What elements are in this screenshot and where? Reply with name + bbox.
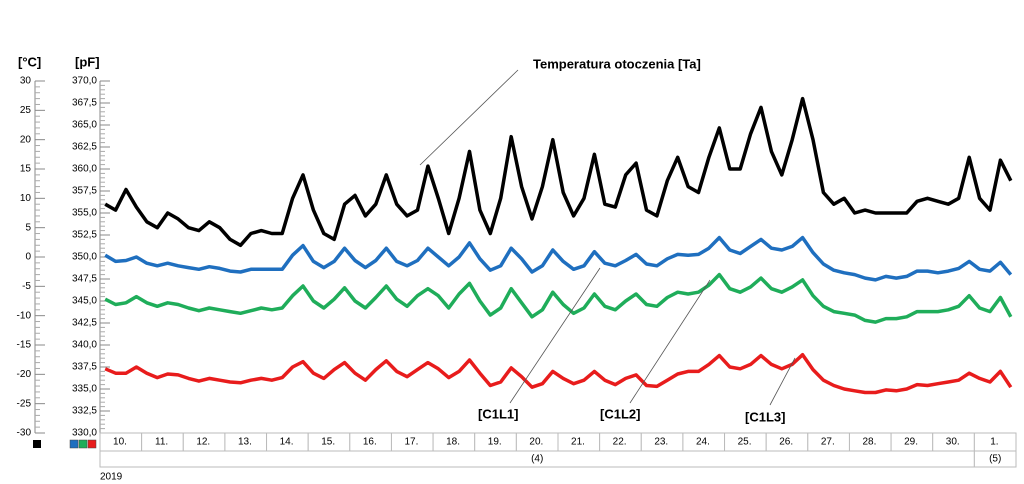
y-tick-label: 5: [25, 222, 31, 233]
x-tick-label: 16.: [363, 437, 377, 448]
x-tick-label: 10.: [113, 437, 127, 448]
series-line: [104, 235, 1013, 282]
y-tick-label: -30: [17, 428, 32, 439]
x-tick-label: 24.: [696, 437, 710, 448]
x-tick-label: 15.: [321, 437, 335, 448]
series-label: [C1L3]: [745, 409, 785, 424]
y-tick-label: -10: [17, 310, 32, 321]
x-tick-label: 23.: [654, 437, 668, 448]
series-label: [C1L1]: [478, 406, 518, 421]
y2-tick-label: 355,0: [72, 208, 97, 219]
y-tick-label: -25: [17, 398, 32, 409]
x-tick-label: 29.: [904, 437, 918, 448]
x-tick-label: 27.: [821, 437, 835, 448]
y2-axis-label: [pF]: [75, 54, 100, 69]
x-tick-label: 19.: [488, 437, 502, 448]
y2-tick-label: 360,0: [72, 164, 97, 175]
x-tick-label: 13.: [238, 437, 252, 448]
y2-tick-label: 347,5: [72, 274, 97, 285]
series-line: [104, 352, 1013, 395]
y2-tick-label: 350,0: [72, 252, 97, 263]
y-tick-label: 15: [20, 164, 32, 175]
y2-tick-label: 365,0: [72, 120, 97, 131]
series-label: [C1L2]: [600, 406, 640, 421]
y2-tick-label: 342,5: [72, 318, 97, 329]
callout-line: [769, 357, 796, 406]
y-tick-label: 0: [25, 252, 31, 263]
x-tick-label: 17.: [405, 437, 419, 448]
x-tick-label: 30.: [946, 437, 960, 448]
y-tick-label: 30: [20, 76, 32, 87]
y2-tick-label: 332,5: [72, 406, 97, 417]
year-label: 2019: [100, 472, 123, 483]
y2-tick-label: 335,0: [72, 384, 97, 395]
x-tick-label: 20.: [529, 437, 543, 448]
x-tick-label: 21.: [571, 437, 585, 448]
x-tick-label: 1.: [990, 437, 998, 448]
legend-swatch: [78, 439, 88, 449]
month-label: (5): [989, 454, 1001, 465]
y-axis-label: [°C]: [18, 54, 41, 69]
x-tick-label: 28.: [863, 437, 877, 448]
y2-tick-label: 345,0: [72, 296, 97, 307]
series-line: [104, 272, 1013, 324]
series-line: [104, 96, 1013, 248]
x-tick-label: 11.: [155, 437, 168, 448]
callout-line: [419, 69, 519, 166]
legend-swatch: [33, 440, 41, 448]
y2-tick-label: 337,5: [72, 362, 97, 373]
x-tick-label: 22.: [613, 437, 627, 448]
y2-tick-label: 362,5: [72, 142, 97, 153]
x-tick-label: 25.: [738, 437, 752, 448]
y2-tick-label: 340,0: [72, 340, 97, 351]
x-tick-label: 26.: [779, 437, 793, 448]
month-cell: [973, 450, 1017, 468]
legend-swatch: [69, 439, 79, 449]
month-label: (4): [531, 454, 543, 465]
y-tick-label: 25: [20, 105, 32, 116]
legend-swatch: [87, 439, 97, 449]
y-tick-label: 20: [20, 134, 32, 145]
series-label: Temperatura otoczenia [Ta]: [533, 56, 701, 71]
callout-line: [509, 267, 601, 404]
x-tick-label: 14.: [280, 437, 294, 448]
y2-tick-label: 330,0: [72, 428, 97, 439]
y-tick-label: -20: [17, 369, 32, 380]
y-tick-label: -5: [22, 281, 31, 292]
y-tick-label: 10: [20, 193, 32, 204]
x-tick-label: 12.: [196, 437, 210, 448]
callout-line: [629, 279, 711, 404]
y2-tick-label: 352,5: [72, 230, 97, 241]
y-tick-label: -15: [17, 340, 32, 351]
y2-tick-label: 367,5: [72, 98, 97, 109]
y2-tick-label: 357,5: [72, 186, 97, 197]
y2-tick-label: 370,0: [72, 76, 97, 87]
x-tick-label: 18.: [446, 437, 460, 448]
